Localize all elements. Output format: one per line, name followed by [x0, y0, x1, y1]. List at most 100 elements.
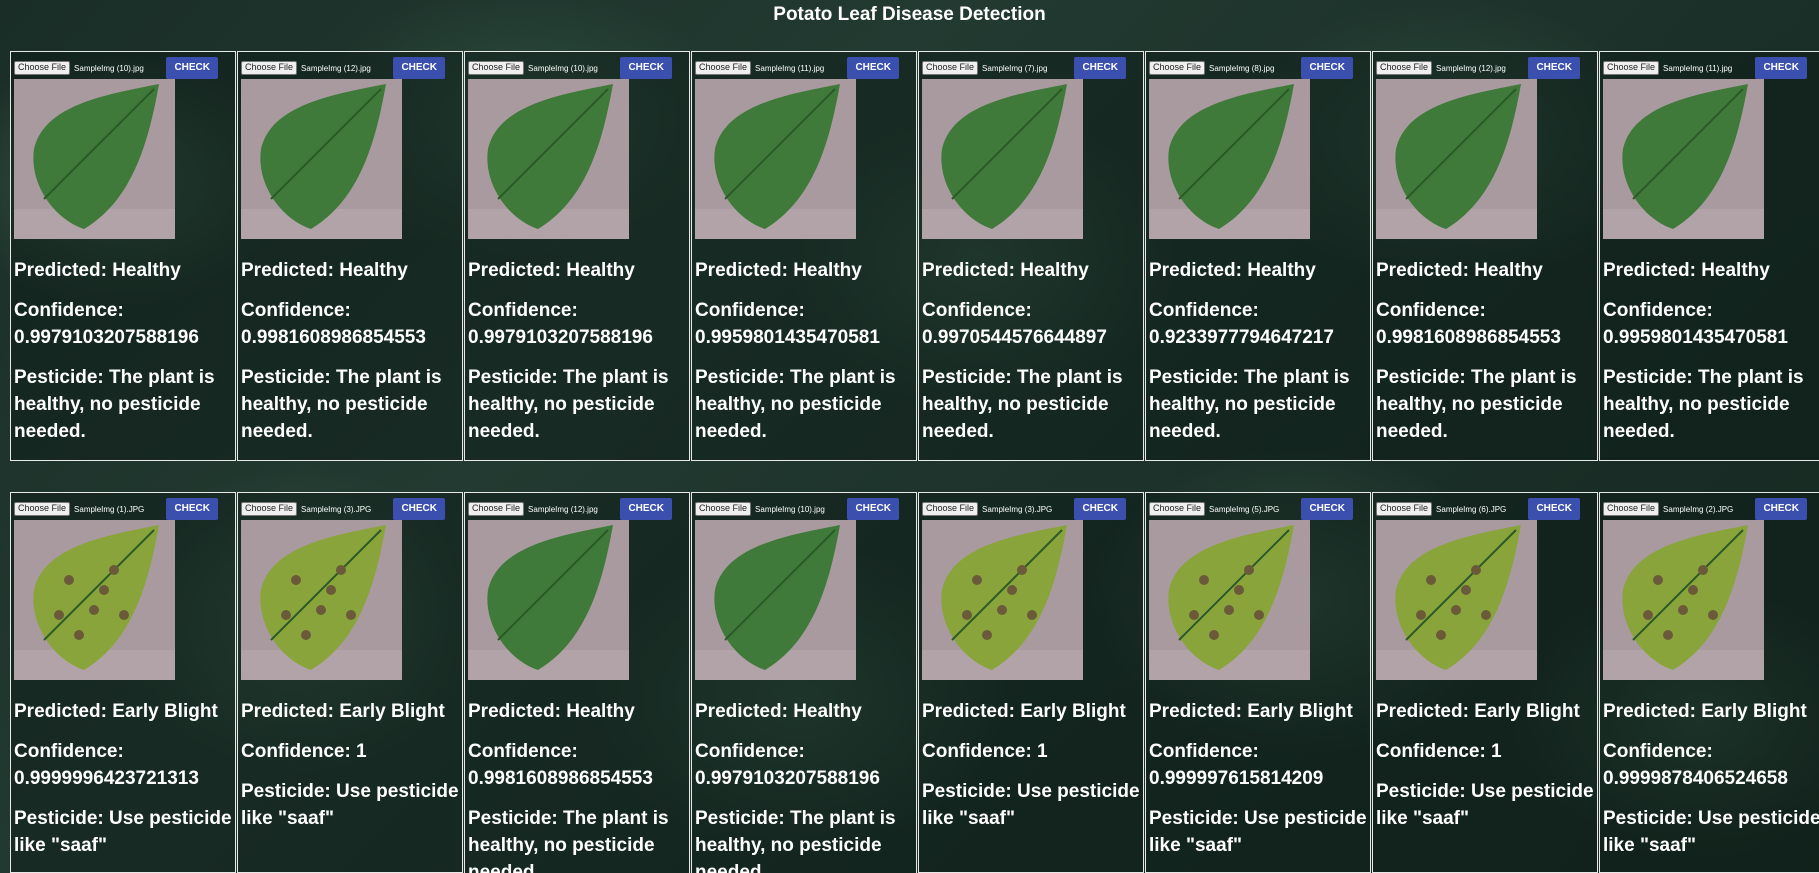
check-button[interactable]: CHECK	[847, 498, 899, 520]
pesticide-label: Pesticide: Use pesticide like "saaf"	[1149, 808, 1367, 856]
confidence-label: Confidence: 0.9979103207588196	[468, 300, 653, 348]
confidence-label: Confidence: 0.999997615814209	[1149, 741, 1324, 789]
blight-spot	[1451, 605, 1461, 615]
blight-spot	[346, 610, 356, 620]
choose-file-button[interactable]: Choose File	[1149, 502, 1206, 516]
check-button[interactable]: CHECK	[1528, 57, 1580, 79]
check-button[interactable]: CHECK	[620, 57, 672, 79]
choose-file-button[interactable]: Choose File	[922, 61, 979, 75]
leaf-image	[1603, 79, 1764, 239]
file-uploader: Choose File SampleImg (10).jpg CHECK	[695, 498, 913, 520]
blight-spot	[301, 630, 311, 640]
pesticide-label: Pesticide: Use pesticide like "saaf"	[1603, 808, 1819, 856]
leaf-image	[14, 79, 175, 239]
leaf-image	[241, 520, 402, 680]
pesticide-label: Pesticide: The plant is healthy, no pest…	[1603, 367, 1804, 442]
choose-file-button[interactable]: Choose File	[1149, 61, 1206, 75]
check-button[interactable]: CHECK	[393, 498, 445, 520]
file-uploader: Choose File SampleImg (2).JPG CHECK	[1603, 498, 1819, 520]
predicted-label: Predicted: Healthy	[922, 260, 1089, 281]
predicted-label: Predicted: Healthy	[1376, 260, 1543, 281]
blight-spot	[1436, 630, 1446, 640]
check-button[interactable]: CHECK	[1301, 57, 1353, 79]
file-uploader: Choose File SampleImg (3).JPG CHECK	[922, 498, 1140, 520]
predicted-label: Predicted: Healthy	[1149, 260, 1316, 281]
blight-spot	[1254, 610, 1264, 620]
selected-file-name: SampleImg (5).JPG	[1209, 504, 1280, 514]
blight-spot	[119, 610, 129, 620]
check-button[interactable]: CHECK	[166, 57, 218, 79]
predicted-label: Predicted: Healthy	[468, 701, 635, 722]
choose-file-button[interactable]: Choose File	[695, 61, 752, 75]
file-uploader: Choose File SampleImg (3).JPG CHECK	[241, 498, 459, 520]
check-button[interactable]: CHECK	[1755, 57, 1807, 79]
choose-file-button[interactable]: Choose File	[695, 502, 752, 516]
selected-file-name: SampleImg (10).jpg	[755, 504, 825, 514]
blight-spot	[1426, 575, 1436, 585]
pesticide-label: Pesticide: The plant is healthy, no pest…	[14, 367, 215, 442]
prediction-card: Choose File SampleImg (6).JPG CHECK Pred…	[1372, 492, 1598, 873]
selected-file-name: SampleImg (1).JPG	[74, 504, 145, 514]
prediction-card: Choose File SampleImg (11).jpg CHECK Pre…	[1599, 51, 1819, 461]
prediction-card: Choose File SampleImg (3).JPG CHECK Pred…	[237, 492, 463, 873]
leaf-image	[468, 520, 629, 680]
prediction-card: Choose File SampleImg (11).jpg CHECK Pre…	[691, 51, 917, 461]
prediction-card: Choose File SampleImg (2).JPG CHECK Pred…	[1599, 492, 1819, 873]
confidence-label: Confidence: 0.9959801435470581	[1603, 300, 1788, 348]
pesticide-label: Pesticide: The plant is healthy, no pest…	[695, 367, 896, 442]
prediction-card: Choose File SampleImg (5).JPG CHECK Pred…	[1145, 492, 1371, 873]
confidence-label: Confidence: 0.9959801435470581	[695, 300, 880, 348]
choose-file-button[interactable]: Choose File	[468, 61, 525, 75]
selected-file-name: SampleImg (12).jpg	[1436, 63, 1506, 73]
predicted-label: Predicted: Early Blight	[922, 701, 1126, 722]
confidence-label: Confidence: 1	[1376, 741, 1502, 762]
selected-file-name: SampleImg (3).JPG	[301, 504, 372, 514]
blight-spot	[1017, 565, 1027, 575]
selected-file-name: SampleImg (12).jpg	[528, 504, 598, 514]
choose-file-button[interactable]: Choose File	[241, 502, 298, 516]
prediction-card: Choose File SampleImg (3).JPG CHECK Pred…	[918, 492, 1144, 873]
check-button[interactable]: CHECK	[620, 498, 672, 520]
check-button[interactable]: CHECK	[1528, 498, 1580, 520]
file-uploader: Choose File SampleImg (1).JPG CHECK	[14, 498, 232, 520]
check-button[interactable]: CHECK	[1074, 57, 1126, 79]
check-button[interactable]: CHECK	[847, 57, 899, 79]
results-row-2: Choose File SampleImg (1).JPG CHECK Pred…	[10, 492, 1819, 873]
check-button[interactable]: CHECK	[1074, 498, 1126, 520]
blight-spot	[74, 630, 84, 640]
choose-file-button[interactable]: Choose File	[1603, 502, 1660, 516]
file-uploader: Choose File SampleImg (10).jpg CHECK	[14, 57, 232, 79]
blight-spot	[291, 575, 301, 585]
leaf-image	[922, 520, 1083, 680]
blight-spot	[54, 610, 64, 620]
blight-spot	[972, 575, 982, 585]
pesticide-label: Pesticide: The plant is healthy, no pest…	[468, 367, 669, 442]
choose-file-button[interactable]: Choose File	[1376, 502, 1433, 516]
choose-file-button[interactable]: Choose File	[14, 61, 71, 75]
selected-file-name: SampleImg (12).jpg	[301, 63, 371, 73]
leaf-image	[695, 520, 856, 680]
check-button[interactable]: CHECK	[1301, 498, 1353, 520]
choose-file-button[interactable]: Choose File	[922, 502, 979, 516]
predicted-label: Predicted: Early Blight	[14, 701, 218, 722]
confidence-label: Confidence: 0.9999878406524658	[1603, 741, 1788, 789]
choose-file-button[interactable]: Choose File	[1603, 61, 1660, 75]
results-row-1: Choose File SampleImg (10).jpg CHECK Pre…	[10, 51, 1819, 461]
selected-file-name: SampleImg (11).jpg	[1663, 63, 1733, 73]
choose-file-button[interactable]: Choose File	[14, 502, 71, 516]
prediction-card: Choose File SampleImg (12).jpg CHECK Pre…	[237, 51, 463, 461]
file-uploader: Choose File SampleImg (7).jpg CHECK	[922, 57, 1140, 79]
choose-file-button[interactable]: Choose File	[468, 502, 525, 516]
predicted-label: Predicted: Healthy	[695, 701, 862, 722]
blight-spot	[1224, 605, 1234, 615]
choose-file-button[interactable]: Choose File	[241, 61, 298, 75]
choose-file-button[interactable]: Choose File	[1376, 61, 1433, 75]
check-button[interactable]: CHECK	[393, 57, 445, 79]
confidence-label: Confidence: 0.9979103207588196	[695, 741, 880, 789]
page-title: Potato Leaf Disease Detection	[773, 4, 1046, 25]
file-uploader: Choose File SampleImg (8).jpg CHECK	[1149, 57, 1367, 79]
check-button[interactable]: CHECK	[1755, 498, 1807, 520]
file-uploader: Choose File SampleImg (12).jpg CHECK	[1376, 57, 1594, 79]
prediction-card: Choose File SampleImg (10).jpg CHECK Pre…	[691, 492, 917, 873]
check-button[interactable]: CHECK	[166, 498, 218, 520]
